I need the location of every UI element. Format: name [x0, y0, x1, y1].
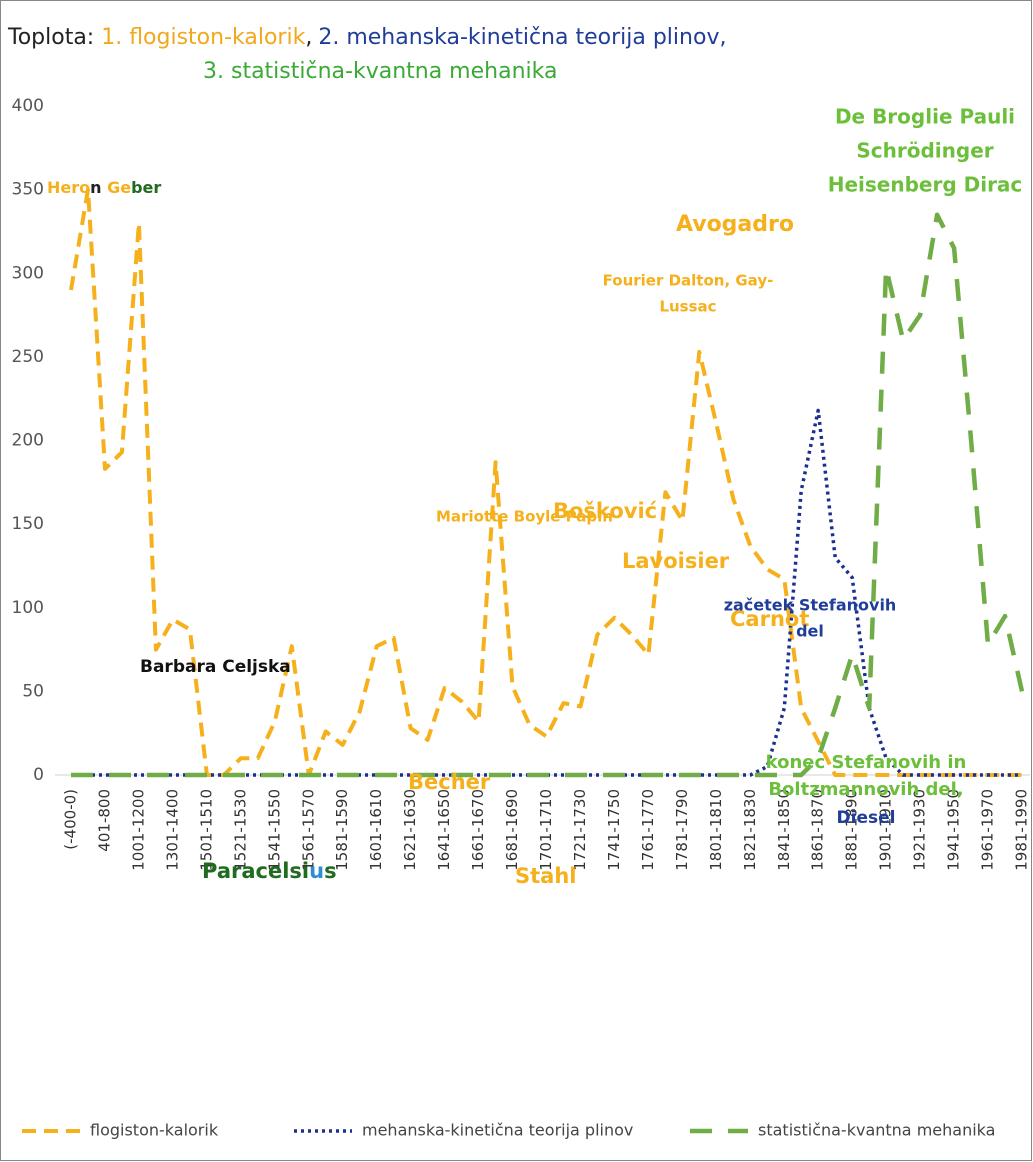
x-tick-label: 1601-1610 — [367, 789, 385, 871]
x-tick-label: 1901-1910 — [877, 789, 895, 871]
annotation: Stahl — [515, 864, 576, 888]
annotation: Heisenberg Dirac — [828, 173, 1023, 197]
annotation-part: u — [309, 859, 324, 883]
x-tick-label: 1961-1970 — [979, 789, 997, 871]
x-tick-label: 1581-1590 — [333, 789, 351, 871]
title-part: Toplota: — [7, 25, 101, 50]
x-tick-label: 1681-1690 — [503, 789, 521, 871]
annotation: Bošković — [553, 499, 657, 523]
x-tick-label: 1561-1570 — [299, 789, 317, 871]
annotation: Carnot — [730, 607, 809, 631]
series-line — [71, 212, 1025, 778]
title-part: 1. flogiston-kalorik — [101, 25, 305, 50]
legend-label: statistična-kvantna mehanika — [758, 1121, 995, 1140]
x-tick-label: 1781-1790 — [673, 789, 691, 871]
annotation: Becher — [408, 770, 491, 794]
annotation-part: Ge — [102, 178, 132, 197]
x-tick-label: 1741-1750 — [605, 789, 623, 871]
x-tick-label: 401-800 — [95, 789, 113, 852]
x-tick-label: 1841-1850 — [775, 789, 793, 871]
annotation: Boltzmannovih del, — [768, 779, 963, 800]
chart-title: Toplota: 1. flogiston-kalorik, 2. mehansk… — [7, 25, 726, 50]
annotation: Barbara Celjska — [140, 657, 291, 677]
annotation: Fourier Dalton, Gay- — [603, 272, 774, 290]
x-tick-label: 1981-1990 — [1013, 789, 1031, 871]
y-tick-label: 400 — [12, 96, 44, 116]
annotation: konec Stefanovih in — [766, 752, 967, 773]
annotation-part: n — [90, 178, 101, 197]
annotation: Mariotte Boyle Papin — [436, 508, 613, 526]
x-tick-label: 1001-1200 — [129, 789, 147, 871]
title-part: , — [305, 25, 312, 50]
annotation: Heron Geber — [47, 178, 161, 197]
annotation: De Broglie Pauli — [835, 105, 1015, 129]
y-tick-label: 200 — [12, 431, 44, 451]
x-tick-label: 1821-1830 — [741, 789, 759, 871]
annotation: del — [796, 622, 824, 641]
y-tick-label: 100 — [12, 598, 44, 618]
y-tick-label: 150 — [12, 514, 44, 534]
annotation-part: ber — [131, 178, 161, 197]
legend-label: mehanska-kinetična teorija plinov — [362, 1121, 633, 1140]
annotation-part: Hero — [47, 178, 90, 197]
legend-label: flogiston-kalorik — [90, 1121, 219, 1140]
x-tick-label: 1721-1730 — [571, 789, 589, 871]
chart-title: 3. statistična-kvantna mehanika — [203, 59, 557, 84]
annotation: Lussac — [659, 298, 716, 316]
y-tick-label: 350 — [12, 180, 44, 200]
x-tick-label: 1881-1890 — [843, 789, 861, 871]
x-tick-label: 1941-1950 — [945, 789, 963, 871]
x-tick-label: 1761-1770 — [639, 789, 657, 871]
annotation-part: s — [324, 859, 337, 883]
annotation: Paracelsius — [202, 859, 337, 883]
x-tick-label: 1701-1710 — [537, 789, 555, 871]
x-tick-label: (-400-0) — [62, 789, 80, 850]
annotation: Avogadro — [676, 212, 794, 237]
title-part: 3. statistična-kvantna mehanika — [203, 59, 557, 84]
x-tick-label: 1621-1630 — [401, 789, 419, 871]
annotation: Schrödinger — [856, 139, 993, 163]
y-tick-label: 0 — [33, 765, 44, 785]
x-tick-label: 1661-1670 — [469, 789, 487, 871]
x-tick-label: 1301-1400 — [163, 789, 181, 871]
x-tick-label: 1521-1530 — [231, 789, 249, 871]
y-tick-label: 250 — [12, 347, 44, 367]
x-tick-label: 1541-1550 — [265, 789, 283, 871]
x-tick-label: 1641-1650 — [435, 789, 453, 871]
y-tick-label: 300 — [12, 263, 44, 283]
annotation: Diesel — [837, 808, 896, 828]
x-tick-label: 1501-1510 — [197, 789, 215, 871]
annotation-part: Paracelsi — [202, 859, 309, 883]
title-part: 2. mehanska-kinetična teorija plinov, — [318, 25, 726, 50]
series-line — [69, 187, 1022, 777]
annotation: Lavoisier — [622, 549, 730, 573]
x-tick-label: 1921-1930 — [911, 789, 929, 871]
x-tick-label: 1861-1870 — [809, 789, 827, 871]
x-tick-label: 1801-1810 — [707, 789, 725, 871]
y-tick-label: 50 — [22, 681, 44, 701]
annotation: začetek Stefanovih — [724, 596, 897, 615]
